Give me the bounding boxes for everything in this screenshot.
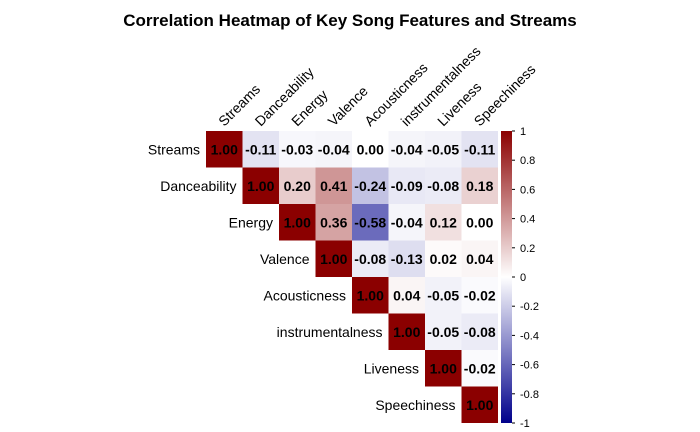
column-labels: StreamsDanceabilityEnergyValenceAcoustic… bbox=[215, 43, 539, 129]
heatmap-cell-2-4 bbox=[352, 204, 389, 241]
cell-value-2-4: -0.58 bbox=[354, 214, 386, 230]
row-label-streams: Streams bbox=[148, 141, 200, 157]
heatmap-cell-3-4 bbox=[352, 240, 389, 277]
cell-value-1-3: 0.41 bbox=[320, 178, 347, 194]
colorbar-legend: 1 0.8 0.6 0.4 0.2 0 -0.2 -0.4 -0.6 -0.8 -1 bbox=[501, 126, 539, 430]
colorbar-tick-label: -0.8 bbox=[520, 389, 539, 401]
cell-value-4-5: 0.04 bbox=[393, 287, 420, 303]
cell-value-0-1: -0.11 bbox=[245, 141, 276, 157]
heatmap-cell-3-6 bbox=[425, 240, 462, 277]
cell-value-5-6: -0.05 bbox=[427, 324, 459, 340]
cell-value-1-6: -0.08 bbox=[427, 178, 459, 194]
heatmap-cell-1-3 bbox=[315, 167, 352, 204]
cell-value-3-7: 0.04 bbox=[466, 251, 493, 267]
colorbar-tick-label: -1 bbox=[520, 418, 530, 430]
cell-value-0-4: 0.00 bbox=[357, 141, 384, 157]
cell-value-1-1: 1.00 bbox=[247, 178, 274, 194]
heatmap-cell-2-6 bbox=[425, 204, 462, 241]
heatmap-cell-4-5 bbox=[388, 277, 425, 314]
heatmap-cell-1-6 bbox=[425, 167, 462, 204]
cell-value-3-6: 0.02 bbox=[430, 251, 457, 267]
cell-value-3-4: -0.08 bbox=[354, 251, 386, 267]
cell-value-3-5: -0.13 bbox=[391, 251, 423, 267]
cell-value-4-4: 1.00 bbox=[357, 287, 384, 303]
colorbar-tick-label: -0.2 bbox=[520, 301, 539, 313]
heatmap-cell-0-1 bbox=[242, 131, 279, 168]
cell-value-2-2: 1.00 bbox=[284, 214, 311, 230]
cell-value-2-3: 0.36 bbox=[320, 214, 347, 230]
heatmap-cell-3-7 bbox=[461, 240, 498, 277]
colorbar-gradient bbox=[501, 131, 512, 423]
heatmap-cell-1-5 bbox=[388, 167, 425, 204]
cell-value-0-5: -0.04 bbox=[391, 141, 423, 157]
heatmap-cell-3-3 bbox=[315, 240, 352, 277]
cell-value-0-6: -0.05 bbox=[427, 141, 459, 157]
cell-value-4-7: -0.02 bbox=[464, 287, 496, 303]
row-labels: Streams Danceability Energy Valence Acoustic… bbox=[148, 141, 456, 413]
cell-value-2-6: 0.12 bbox=[430, 214, 457, 230]
cell-value-0-3: -0.04 bbox=[318, 141, 350, 157]
heatmap-cell-5-7 bbox=[461, 313, 498, 350]
heatmap-cell-2-3 bbox=[315, 204, 352, 241]
heatmap-cell-2-7 bbox=[461, 204, 498, 241]
colorbar-tick-label: 0.4 bbox=[520, 214, 535, 226]
cell-value-3-3: 1.00 bbox=[320, 251, 347, 267]
colorbar-tick-label: -0.4 bbox=[520, 330, 539, 342]
row-label-danceability: Danceability bbox=[160, 178, 236, 194]
colorbar-tick-label: 0.6 bbox=[520, 184, 535, 196]
heatmap-cell-7-7 bbox=[461, 386, 498, 423]
heatmap-cell-5-5 bbox=[388, 313, 425, 350]
cell-value-4-6: -0.05 bbox=[427, 287, 459, 303]
cell-value-2-7: 0.00 bbox=[466, 214, 493, 230]
row-label-acousticness: Acousticness bbox=[264, 287, 346, 303]
colorbar-tick-label: 0 bbox=[520, 272, 526, 284]
heatmap-cell-2-2 bbox=[279, 204, 316, 241]
heatmap-cell-4-7 bbox=[461, 277, 498, 314]
heatmap-cell-0-2 bbox=[279, 131, 316, 168]
heatmap-cell-6-7 bbox=[461, 350, 498, 387]
heatmap-cell-0-6 bbox=[425, 131, 462, 168]
colorbar-tick-label: 1 bbox=[520, 126, 526, 138]
row-label-liveness: Liveness bbox=[364, 360, 419, 376]
cell-value-1-7: 0.18 bbox=[466, 178, 493, 194]
heatmap-cell-0-0 bbox=[206, 131, 243, 168]
row-label-instrumentalness: instrumentalness bbox=[277, 324, 383, 340]
cell-value-5-5: 1.00 bbox=[393, 324, 420, 340]
heatmap-cells: 1.00 -0.11 -0.03 -0.04 0.00 -0.04 -0.05 -0.111.… bbox=[206, 131, 498, 423]
heatmap-cell-2-5 bbox=[388, 204, 425, 241]
heatmap-cell-1-4 bbox=[352, 167, 389, 204]
cell-value-1-2: 0.20 bbox=[284, 178, 311, 194]
heatmap-cell-1-7 bbox=[461, 167, 498, 204]
colorbar-tick-label: 0.8 bbox=[520, 155, 535, 167]
cell-value-2-5: -0.04 bbox=[391, 214, 423, 230]
cell-value-6-6: 1.00 bbox=[430, 360, 457, 376]
cell-value-5-7: -0.08 bbox=[464, 324, 496, 340]
heatmap-cell-6-6 bbox=[425, 350, 462, 387]
row-label-energy: Energy bbox=[229, 214, 273, 230]
heatmap-cell-0-4 bbox=[352, 131, 389, 168]
colorbar-tick-label: -0.6 bbox=[520, 360, 539, 372]
heatmap-cell-4-6 bbox=[425, 277, 462, 314]
cell-value-0-7: -0.11 bbox=[464, 141, 495, 157]
heatmap-cell-0-7 bbox=[461, 131, 498, 168]
heatmap-cell-4-4 bbox=[352, 277, 389, 314]
row-label-valence: Valence bbox=[260, 251, 310, 267]
cell-value-7-7: 1.00 bbox=[466, 397, 493, 413]
heatmap-cell-3-5 bbox=[388, 240, 425, 277]
heatmap-cell-1-1 bbox=[242, 167, 279, 204]
heatmap-cell-0-5 bbox=[388, 131, 425, 168]
chart-title: Correlation Heatmap of Key Song Features… bbox=[123, 11, 576, 30]
row-label-speechiness: Speechiness bbox=[375, 397, 455, 413]
colorbar-tick-label: 0.2 bbox=[520, 243, 535, 255]
cell-value-0-0: 1.00 bbox=[211, 141, 238, 157]
heatmap-cell-0-3 bbox=[315, 131, 352, 168]
cell-value-1-5: -0.09 bbox=[391, 178, 423, 194]
heatmap-cell-1-2 bbox=[279, 167, 316, 204]
cell-value-0-2: -0.03 bbox=[281, 141, 313, 157]
cell-value-6-7: -0.02 bbox=[464, 360, 496, 376]
column-label-speechiness: Speechiness bbox=[471, 61, 539, 129]
heatmap-cell-5-6 bbox=[425, 313, 462, 350]
cell-value-1-4: -0.24 bbox=[354, 178, 386, 194]
